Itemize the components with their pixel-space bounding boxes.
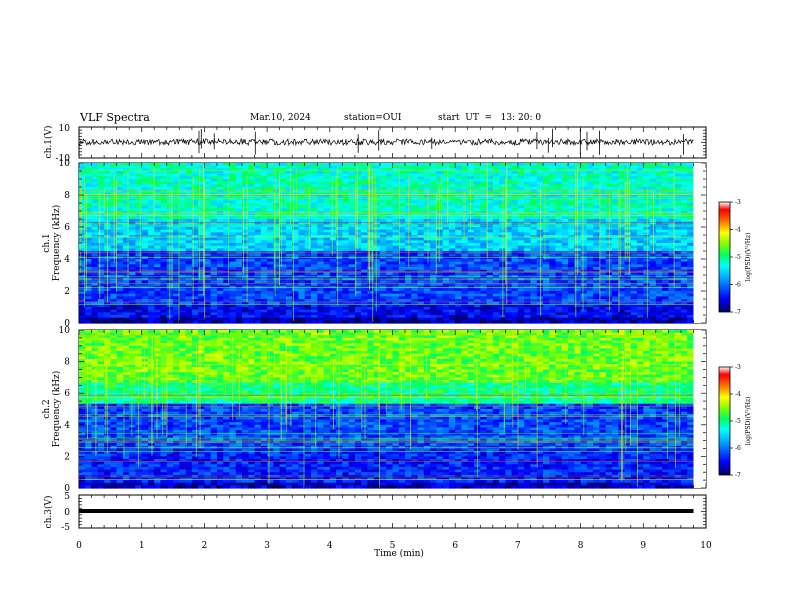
x-tick-label: 8 bbox=[578, 541, 584, 551]
x-tick-label: 3 bbox=[264, 541, 270, 551]
colorbar-tick-labels: -3 -4 -5 -6 -7 -3 -4 -5 -6 -7 bbox=[730, 199, 741, 479]
ch2-spec-ylabel-line1: ch.2 bbox=[42, 399, 52, 418]
ch1-ytick-label: 10 bbox=[59, 124, 71, 134]
ch2-colorbar-label: log(PSD)(V²/Hz) bbox=[745, 397, 752, 446]
colorbar-tick-label: -3 bbox=[735, 199, 741, 206]
ch1-ylabel: ch.1(V) bbox=[43, 126, 54, 159]
ch3-ytick-label: 5 bbox=[64, 492, 70, 502]
axis-ticks bbox=[78, 126, 707, 529]
ch1-ytick-label: -10 bbox=[56, 154, 71, 164]
x-tick-label: 1 bbox=[139, 541, 145, 551]
spec-ytick-label: 0 bbox=[64, 484, 70, 494]
plot-title: VLF Spectra bbox=[80, 111, 150, 124]
ch3-ytick-label: -5 bbox=[61, 523, 70, 533]
spec-ytick-label: 4 bbox=[64, 255, 70, 265]
colorbar-tick-label: -3 bbox=[735, 364, 741, 371]
ch3-waveform-trace bbox=[79, 509, 694, 513]
spec-ytick-label: 8 bbox=[64, 358, 70, 368]
station-label: station=OUI bbox=[344, 113, 402, 123]
spec-ytick-label: 4 bbox=[64, 421, 70, 431]
x-tick-label: 0 bbox=[76, 541, 82, 551]
ch1-colorbar-label: log(PSD)(V²/Hz) bbox=[745, 233, 752, 282]
spec-ytick-label: 0 bbox=[64, 319, 70, 329]
x-tick-label: 2 bbox=[202, 541, 208, 551]
x-tick-label: 10 bbox=[700, 541, 712, 551]
x-tick-label: 6 bbox=[452, 541, 458, 551]
ch1-spec-ytick-labels: 0 2 4 6 8 10 bbox=[59, 159, 71, 329]
x-tick-label: 9 bbox=[640, 541, 646, 551]
ch1-colorbar bbox=[718, 201, 731, 313]
ch2-spec-ytick-labels: 0 2 4 6 8 10 bbox=[59, 326, 71, 494]
ch3-ytick-label: 0 bbox=[64, 508, 70, 518]
colorbar-tick-label: -7 bbox=[735, 472, 741, 479]
colorbar-tick-label: -5 bbox=[735, 254, 741, 261]
spec-ytick-label: 10 bbox=[59, 159, 71, 169]
spec-ytick-label: 2 bbox=[64, 452, 70, 462]
spec-ytick-label: 10 bbox=[59, 326, 71, 336]
colorbar-tick-label: -5 bbox=[735, 418, 741, 425]
ch2-spectrogram bbox=[79, 330, 706, 489]
colorbar-tick-label: -6 bbox=[735, 445, 741, 452]
start-time-label: start UT = 13: 20: 0 bbox=[438, 113, 542, 123]
colorbar-tick-label: -4 bbox=[735, 227, 741, 234]
spec-ytick-label: 8 bbox=[64, 191, 70, 201]
x-axis-label: Time (min) bbox=[374, 548, 424, 559]
ch1-spec-ylabel-line1: ch.1 bbox=[42, 233, 52, 252]
colorbar-tick-label: -6 bbox=[735, 282, 741, 289]
ch2-spec-ylabel-line2: Frequency (kHz) bbox=[51, 371, 62, 448]
date-label: Mar.10, 2024 bbox=[250, 113, 311, 123]
ch3-ylabel: ch.3(V) bbox=[43, 496, 54, 529]
ch1-spectrogram bbox=[79, 163, 706, 324]
ch1-waveform-trace bbox=[78, 128, 694, 155]
ch2-colorbar bbox=[718, 366, 731, 476]
colorbar-tick-label: -7 bbox=[735, 309, 741, 316]
x-tick-labels: 0 1 2 3 4 5 6 7 8 9 10 bbox=[76, 541, 712, 551]
x-tick-label: 5 bbox=[390, 541, 396, 551]
x-tick-label: 7 bbox=[515, 541, 521, 551]
colorbar-tick-label: -4 bbox=[735, 391, 741, 398]
ch1-spec-ylabel-line2: Frequency (kHz) bbox=[51, 205, 62, 282]
x-tick-label: 4 bbox=[327, 541, 333, 551]
spec-ytick-label: 6 bbox=[64, 223, 70, 233]
spec-ytick-label: 6 bbox=[64, 389, 70, 399]
spec-ytick-label: 2 bbox=[64, 287, 70, 297]
